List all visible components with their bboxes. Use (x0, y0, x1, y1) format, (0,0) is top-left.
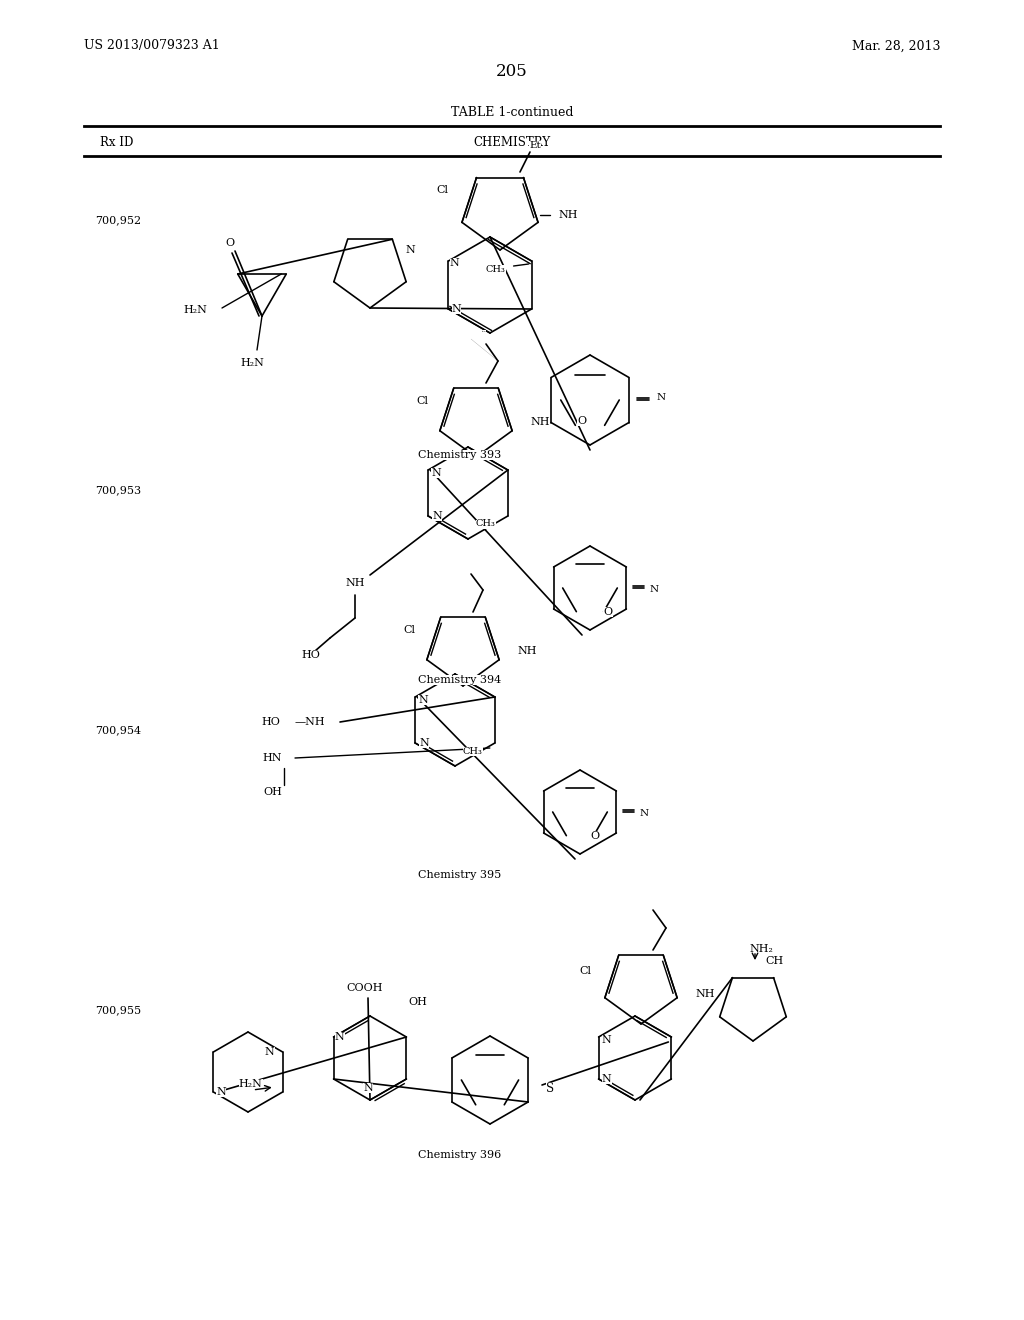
Text: N: N (602, 1074, 611, 1084)
Text: Et: Et (529, 140, 541, 149)
Text: O: O (591, 832, 600, 841)
Text: N: N (640, 809, 649, 818)
Text: HO: HO (261, 717, 280, 727)
Text: NH: NH (345, 578, 365, 587)
Text: NH: NH (695, 989, 715, 999)
Text: 205: 205 (496, 63, 528, 81)
Text: CHEMISTRY: CHEMISTRY (473, 136, 551, 149)
Text: H₂N: H₂N (183, 305, 207, 315)
Text: Et-like: Et-like (481, 330, 486, 331)
Text: CH₃: CH₃ (485, 264, 506, 273)
Text: N: N (265, 1047, 274, 1057)
Text: O: O (578, 416, 587, 426)
Text: NH: NH (530, 417, 550, 426)
Text: —NH: —NH (295, 717, 326, 727)
Text: O: O (225, 238, 234, 248)
Text: TABLE 1-continued: TABLE 1-continued (451, 106, 573, 119)
Text: N: N (364, 1082, 373, 1093)
Text: NH: NH (558, 210, 578, 220)
Text: N: N (432, 511, 442, 521)
Text: Chemistry 395: Chemistry 395 (419, 870, 502, 880)
Text: N: N (406, 246, 415, 255)
Text: 700,955: 700,955 (95, 1005, 141, 1015)
Text: N: N (431, 469, 441, 478)
Text: NH₂: NH₂ (750, 944, 773, 954)
Text: NH: NH (517, 645, 537, 656)
Text: 700,954: 700,954 (95, 725, 141, 735)
Text: N: N (418, 696, 428, 705)
Text: N: N (650, 586, 659, 594)
Text: Rx ID: Rx ID (100, 136, 133, 149)
Text: O: O (603, 607, 612, 616)
Text: OH: OH (263, 787, 282, 797)
Text: H₂N: H₂N (239, 1078, 262, 1089)
Text: N: N (602, 1035, 611, 1045)
Text: Cl: Cl (416, 396, 428, 407)
Text: Chemistry 394: Chemistry 394 (419, 675, 502, 685)
Text: N: N (452, 304, 461, 314)
Text: Chemistry 396: Chemistry 396 (419, 1150, 502, 1160)
Text: Cl: Cl (579, 966, 591, 975)
Text: COOH: COOH (347, 983, 383, 993)
Text: S: S (546, 1081, 554, 1094)
Text: US 2013/0079323 A1: US 2013/0079323 A1 (84, 40, 220, 53)
Text: Cl: Cl (436, 185, 449, 195)
Text: N: N (216, 1086, 226, 1097)
Text: OH: OH (408, 997, 427, 1007)
Text: N: N (335, 1032, 344, 1041)
Text: N: N (450, 257, 460, 268)
Text: N: N (419, 738, 429, 748)
Text: Chemistry 393: Chemistry 393 (419, 450, 502, 459)
Text: Mar. 28, 2013: Mar. 28, 2013 (852, 40, 940, 53)
Text: Cl: Cl (403, 624, 415, 635)
Text: 700,952: 700,952 (95, 215, 141, 224)
Text: N: N (657, 393, 667, 403)
Text: H₂N: H₂N (240, 358, 264, 368)
Text: HO: HO (301, 649, 319, 660)
Text: CH: CH (765, 956, 783, 966)
Text: CH₃: CH₃ (463, 747, 483, 755)
Text: HN: HN (262, 752, 282, 763)
Text: CH₃: CH₃ (476, 520, 496, 528)
Text: 700,953: 700,953 (95, 484, 141, 495)
